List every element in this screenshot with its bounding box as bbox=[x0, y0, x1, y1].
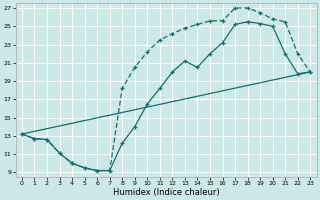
X-axis label: Humidex (Indice chaleur): Humidex (Indice chaleur) bbox=[113, 188, 220, 197]
